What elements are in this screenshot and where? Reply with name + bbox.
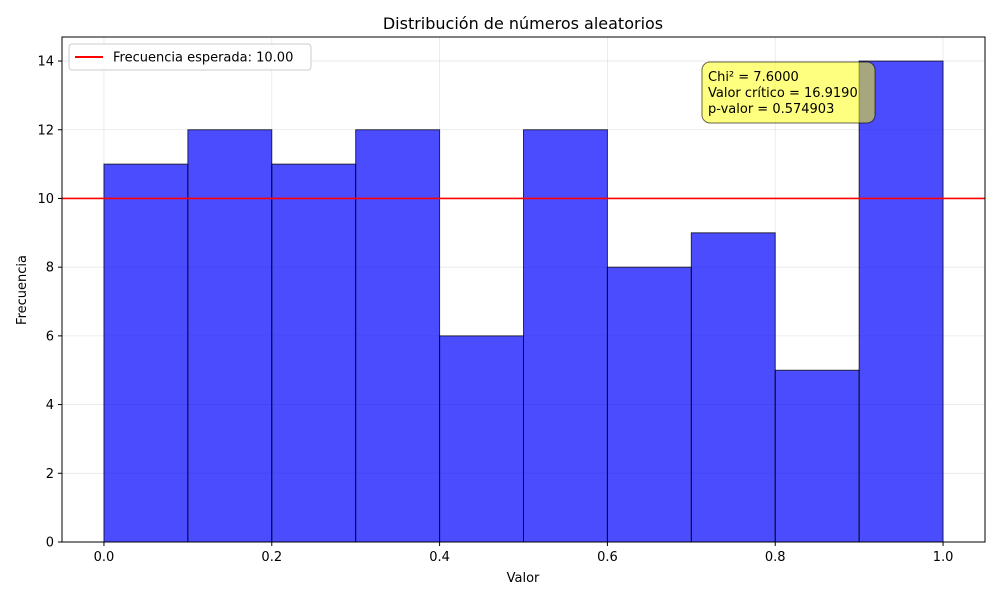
y-tick-label: 2 — [46, 467, 54, 482]
legend-box — [68, 43, 312, 71]
y-tick-label: 0 — [46, 536, 54, 551]
x-axis-ticks: 0.0 0.2 0.4 0.6 0.8 1.0 — [94, 542, 954, 565]
histogram-bar — [523, 129, 608, 543]
y-tick-label: 8 — [46, 261, 54, 276]
histogram-bar — [606, 266, 692, 543]
legend: Frecuencia esperada: 10.00 — [68, 43, 312, 71]
y-tick-label: 14 — [37, 55, 54, 70]
x-axis-label: Valor — [507, 571, 540, 586]
x-tick-label: 0.0 — [94, 550, 115, 565]
stats-p-value-text: p-valor = 0.574903 — [708, 102, 834, 117]
y-tick-label: 4 — [46, 398, 54, 413]
histogram-bar — [858, 60, 944, 543]
y-axis-label: Frecuencia — [15, 255, 30, 325]
x-tick-label: 1.0 — [933, 550, 954, 565]
y-tick-label: 10 — [37, 192, 54, 207]
histogram-bar — [271, 163, 357, 543]
y-tick-label: 12 — [37, 123, 54, 138]
y-tick-label: 6 — [46, 329, 54, 344]
plot-frame — [61, 36, 986, 543]
chart-title: Distribución de números aleatorios — [383, 14, 663, 33]
x-tick-label: 0.2 — [261, 550, 282, 565]
stats-annotation: Chi² = 7.6000 Valor crítico = 16.9190 p-… — [701, 61, 876, 124]
stats-critical-value-text: Valor crítico = 16.9190 — [708, 86, 858, 101]
x-tick-label: 0.4 — [429, 550, 450, 565]
x-tick-label: 0.8 — [765, 550, 786, 565]
histogram-bar — [103, 163, 189, 543]
stats-chi2-text: Chi² = 7.6000 — [708, 70, 799, 85]
histogram-bar — [355, 129, 441, 543]
histogram-bar — [774, 369, 860, 543]
bars-group — [103, 60, 944, 543]
y-axis-ticks: 0 2 4 6 8 10 12 14 — [37, 55, 62, 551]
legend-label: Frecuencia esperada: 10.00 — [113, 51, 293, 66]
x-tick-label: 0.6 — [597, 550, 618, 565]
histogram-bar — [690, 232, 776, 543]
stats-annotation-box — [701, 61, 876, 124]
histogram-bar — [439, 335, 524, 543]
histogram-bar — [187, 129, 273, 543]
